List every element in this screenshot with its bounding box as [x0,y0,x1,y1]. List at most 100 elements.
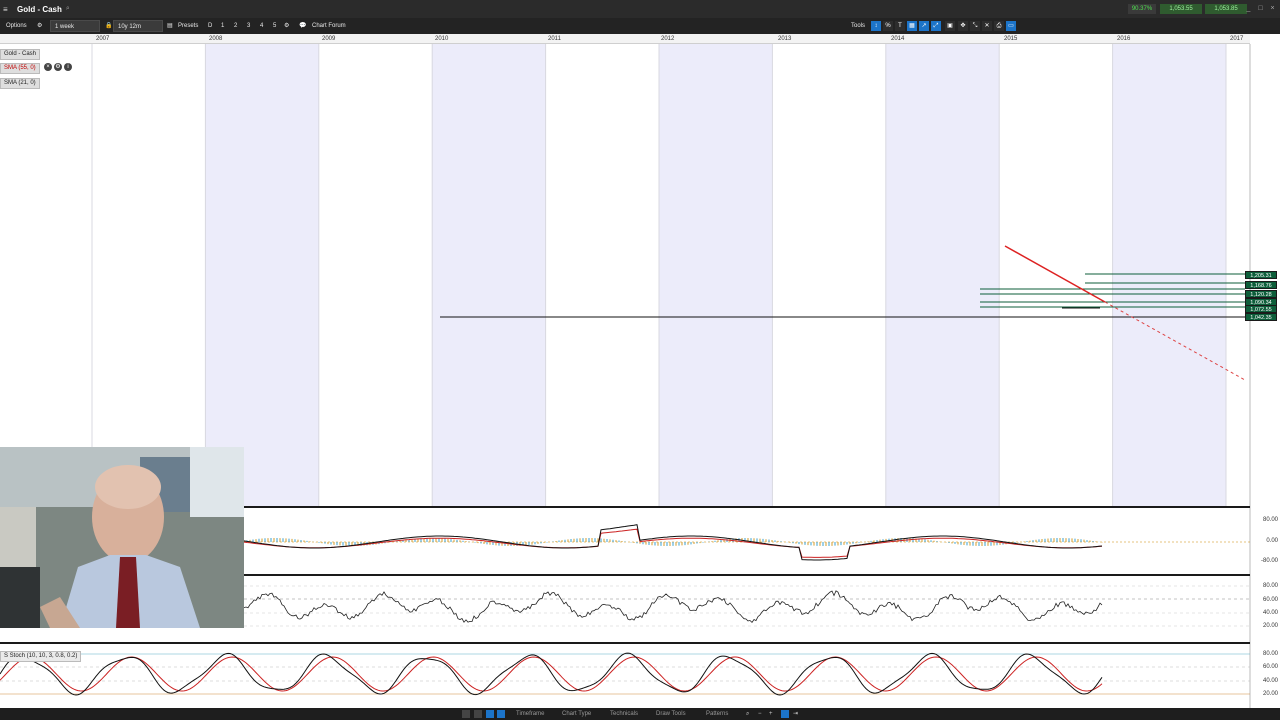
year-label: 2007 [96,36,110,42]
ask-price-button[interactable]: 1,053.85 [1205,4,1247,14]
rsi-axis-label: 60.00 [1262,597,1278,603]
technicals-button[interactable]: Technicals [610,711,639,717]
year-label: 2016 [1117,36,1131,42]
presets-icon[interactable]: ▤ [167,23,173,29]
panel-divider [0,642,1250,644]
price-level-tag[interactable]: 1,072.55 [1245,305,1277,313]
year-label: 2012 [661,36,675,42]
year-band [1112,44,1226,506]
macd-axis-label: 80.00 [1262,517,1278,523]
info-icon[interactable]: i [64,63,72,71]
preset-key-d[interactable]: D [208,23,213,29]
year-label: 2013 [778,36,792,42]
tool-crosshair-icon[interactable]: ↕ [871,21,881,31]
preset-key-4[interactable]: 4 [260,23,264,29]
interval-value: 1 week [55,24,75,30]
close-button[interactable]: × [1270,5,1275,12]
tool-rect-icon[interactable]: ▣ [945,21,955,31]
webcam-video [0,447,244,628]
year-label: 2017 [1230,36,1244,42]
zoom-out-icon[interactable]: − [758,711,762,717]
zoom-icon[interactable]: ⌕ [746,711,750,717]
year-label: 2011 [548,36,561,42]
draw-tools-button[interactable]: Draw Tools [656,711,686,717]
patterns-button[interactable]: Patterns [706,711,729,717]
scroll-end-icon[interactable]: ⇥ [793,711,799,717]
tool-trend-icon[interactable]: ↗ [919,21,929,31]
fit-icon[interactable] [781,710,789,718]
year-band [0,44,92,506]
preset-key-2[interactable]: 2 [234,23,238,29]
year-label: 2015 [1004,36,1018,42]
tool-delete-icon[interactable]: ✕ [982,21,992,31]
year-label: 2010 [435,36,449,42]
print-icon[interactable]: ⎙ [994,21,1004,31]
stoch-k-line [0,652,1103,696]
tool-text-icon[interactable]: T [895,21,905,31]
tool-percent-icon[interactable]: % [883,21,893,31]
stoch-axis-label: 80.00 [1262,651,1278,657]
refresh-icon[interactable] [462,710,470,718]
options-button[interactable]: Options [6,23,27,29]
sma-slow-legend[interactable]: SMA (55, 0) [0,63,40,74]
title-bar: ≡ Gold - Cash ⌕ 90.37% 1,053.55 1,053.85… [0,0,1280,18]
gear-icon[interactable]: ⚙ [54,63,62,71]
preset-key-1[interactable]: 1 [221,23,225,29]
timeframe-button[interactable]: Timeframe [516,711,545,717]
search-icon[interactable]: ⌕ [65,5,70,12]
link-icon[interactable] [497,710,505,718]
rsi-axis-label: 80.00 [1262,583,1278,589]
year-band [432,44,546,506]
sma-fast-legend[interactable]: SMA (21, 0) [0,78,40,89]
tool-screen-icon[interactable]: ▭ [1006,21,1016,31]
minimize-button[interactable]: _ [1246,5,1251,12]
presets-button[interactable]: Presets [178,23,199,29]
chart-forum-button[interactable]: Chart Forum [312,23,346,29]
stoch-legend[interactable]: S Stoch (10, 10, 3, 0.8, 0.2) [0,651,82,662]
forum-icon[interactable]: 💬 [299,23,307,29]
bid-price-button[interactable]: 1,053.55 [1160,4,1202,14]
year-band [659,44,773,506]
maximize-button[interactable]: □ [1258,5,1263,12]
price-level-tag[interactable]: 1,205.31 [1245,271,1277,279]
close-icon[interactable]: × [44,63,52,71]
instrument-legend[interactable]: Gold - Cash [0,49,41,60]
window-title: Gold - Cash [17,4,62,14]
lock-icon[interactable]: 🔒 [105,23,113,29]
year-label: 2009 [322,36,336,42]
macd-axis-label: -80.00 [1260,558,1278,564]
rsi-axis-label: 40.00 [1262,610,1278,616]
time-axis: 2007 2008 2009 2010 2011 2012 2013 2014 … [0,34,1250,44]
year-band [205,44,319,506]
preset-key-5[interactable]: 5 [273,23,277,29]
panel-divider [0,574,1250,576]
change-percent: 90.37% [1128,4,1156,14]
tools-label: Tools [851,23,866,29]
settings-icon[interactable] [474,710,482,718]
tool-grid-icon[interactable]: ▦ [907,21,917,31]
tool-move-icon[interactable]: ✥ [958,21,968,31]
price-level-tag[interactable]: 1,042.35 [1245,313,1277,321]
preset-key-3[interactable]: 3 [247,23,251,29]
presenter-image [0,447,244,628]
rsi-line [243,590,1103,624]
stoch-axis-label: 40.00 [1262,678,1278,684]
menu-icon[interactable]: ≡ [3,4,8,14]
settings-icon[interactable]: ⚙ [284,23,290,29]
tool-zoom-icon[interactable]: ⤢ [931,21,941,31]
interval-select[interactable]: 1 week [50,20,100,32]
price-chart[interactable] [0,44,1280,708]
gear-icon[interactable]: ⚙ [37,23,43,29]
price-level-tag[interactable]: 1,120.28 [1245,290,1277,298]
zoom-in-icon[interactable]: + [769,711,773,717]
draw-icon[interactable] [486,710,494,718]
macd-line [243,524,1103,561]
range-select[interactable]: 10y 12m [113,20,163,32]
price-level-tag[interactable]: 1,168.76 [1245,281,1277,289]
stoch-axis-label: 20.00 [1262,691,1278,697]
tool-fib-icon[interactable]: ⤡ [970,21,980,31]
bottom-toolbar: Timeframe Chart Type Technicals Draw Too… [0,708,1280,720]
chart-type-button[interactable]: Chart Type [562,711,592,717]
rsi-axis-label: 20.00 [1262,623,1278,629]
